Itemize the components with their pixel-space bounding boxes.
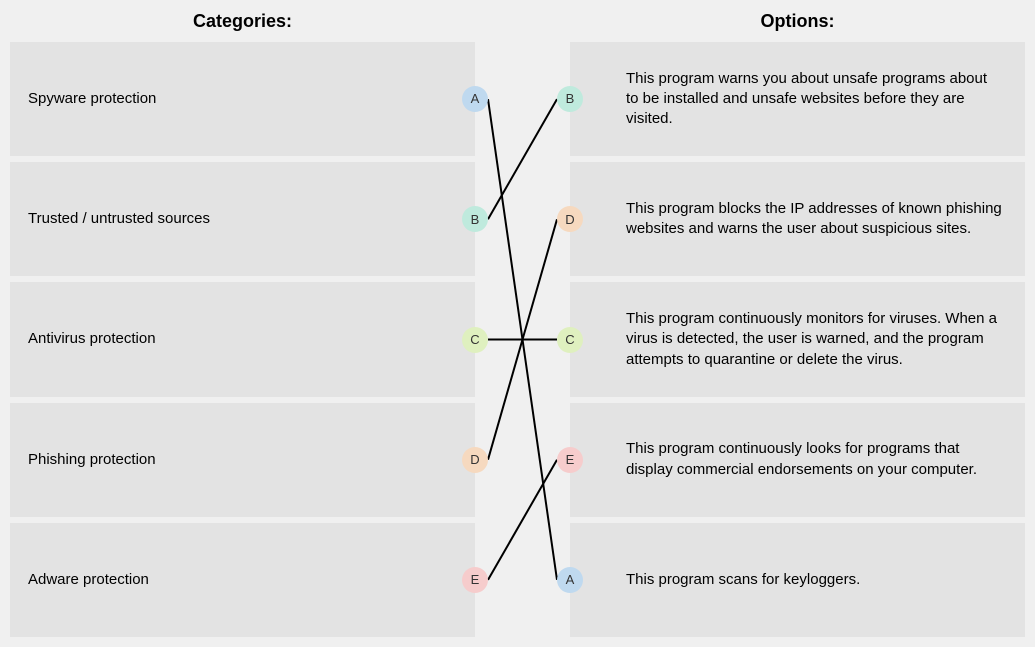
- option-text: This program warns you about unsafe prog…: [626, 69, 1003, 130]
- option-badge[interactable]: D: [557, 206, 583, 232]
- category-label: Antivirus protection: [28, 329, 156, 349]
- option-text: This program scans for keyloggers.: [626, 570, 860, 590]
- categories-header: Categories:: [10, 10, 475, 42]
- options-header: Options:: [570, 10, 1025, 42]
- options-rows: BThis program warns you about unsafe pro…: [570, 42, 1025, 637]
- option-row[interactable]: EThis program continuously looks for pro…: [570, 403, 1025, 517]
- connector-gap: [475, 10, 570, 637]
- option-row[interactable]: CThis program continuously monitors for …: [570, 282, 1025, 396]
- categories-rows: Spyware protectionATrusted / untrusted s…: [10, 42, 475, 637]
- option-row[interactable]: AThis program scans for keyloggers.: [570, 523, 1025, 637]
- category-row[interactable]: Antivirus protectionC: [10, 282, 475, 396]
- category-badge[interactable]: D: [462, 447, 488, 473]
- category-label: Phishing protection: [28, 450, 156, 470]
- connection-lines: [475, 10, 570, 637]
- option-badge[interactable]: E: [557, 447, 583, 473]
- category-row[interactable]: Phishing protectionD: [10, 403, 475, 517]
- connection-line: [488, 99, 557, 580]
- connection-line: [488, 99, 557, 219]
- category-label: Adware protection: [28, 570, 149, 590]
- category-row[interactable]: Spyware protectionA: [10, 42, 475, 156]
- category-row[interactable]: Adware protectionE: [10, 523, 475, 637]
- category-row[interactable]: Trusted / untrusted sourcesB: [10, 162, 475, 276]
- option-row[interactable]: DThis program blocks the IP addresses of…: [570, 162, 1025, 276]
- matching-diagram: Categories: Spyware protectionATrusted /…: [0, 0, 1035, 647]
- option-badge[interactable]: C: [557, 327, 583, 353]
- options-column: Options: BThis program warns you about u…: [570, 10, 1025, 637]
- option-text: This program continuously looks for prog…: [626, 439, 1003, 480]
- option-badge[interactable]: B: [557, 86, 583, 112]
- category-badge[interactable]: A: [462, 86, 488, 112]
- option-text: This program continuously monitors for v…: [626, 309, 1003, 370]
- connection-line: [488, 460, 557, 580]
- option-text: This program blocks the IP addresses of …: [626, 199, 1003, 240]
- categories-column: Categories: Spyware protectionATrusted /…: [10, 10, 475, 637]
- category-badge[interactable]: C: [462, 327, 488, 353]
- connection-line: [488, 219, 557, 459]
- option-row[interactable]: BThis program warns you about unsafe pro…: [570, 42, 1025, 156]
- category-label: Trusted / untrusted sources: [28, 209, 210, 229]
- option-badge[interactable]: A: [557, 567, 583, 593]
- category-badge[interactable]: E: [462, 567, 488, 593]
- category-label: Spyware protection: [28, 89, 156, 109]
